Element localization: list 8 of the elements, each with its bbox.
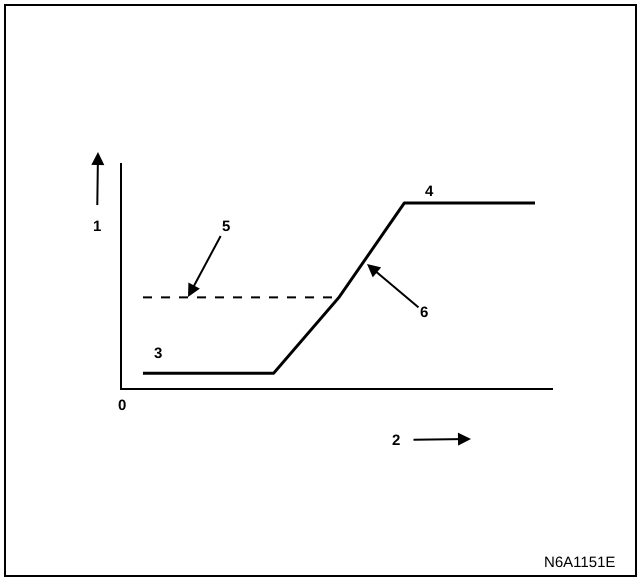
text: 4 bbox=[425, 183, 434, 200]
annotation: 3 bbox=[154, 345, 162, 362]
text: 0 bbox=[118, 397, 126, 414]
y-axis-title: 1 bbox=[93, 218, 102, 235]
annotation: 5 bbox=[222, 218, 230, 235]
annotation: 6 bbox=[420, 304, 428, 321]
x-axis-title: 2 bbox=[392, 432, 400, 449]
text: N6A1151E bbox=[544, 554, 616, 571]
